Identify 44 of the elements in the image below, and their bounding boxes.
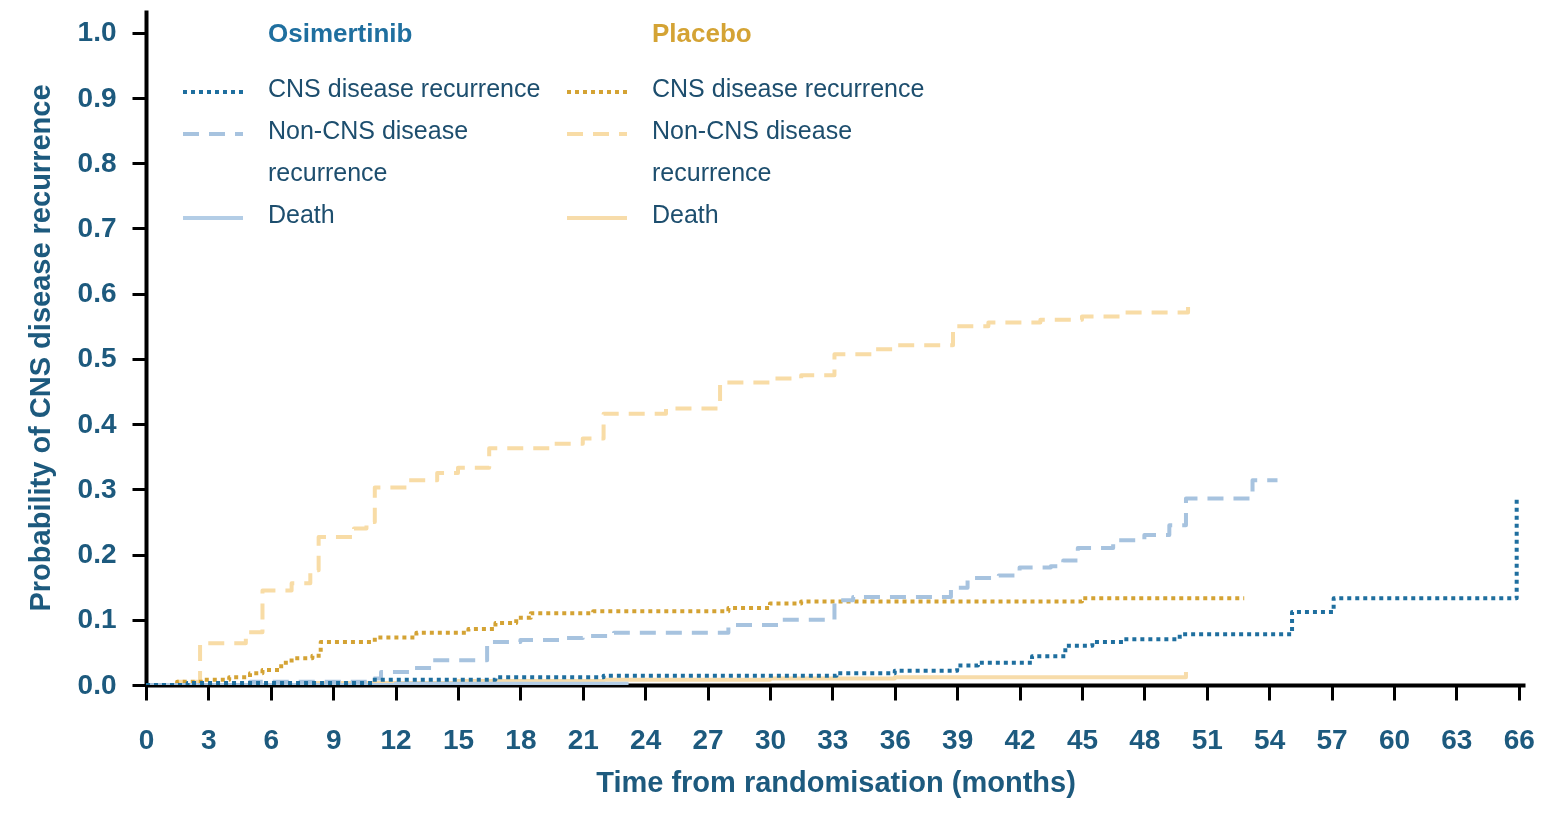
legend-label: CNS disease recurrence — [268, 74, 541, 102]
legend-label: Non-CNS disease recurrence — [652, 116, 853, 186]
x-tick-label: 63 — [1441, 723, 1473, 755]
x-tick-label: 15 — [442, 723, 475, 755]
x-tick-label: 33 — [817, 723, 849, 755]
x-tick-label: 36 — [879, 723, 911, 755]
x-tick-label: 57 — [1316, 723, 1348, 755]
x-tick-label: 48 — [1129, 723, 1161, 755]
x-tick-label: 3 — [201, 723, 217, 755]
y-tick-label: 0.1 — [77, 603, 117, 635]
x-tick-label: 54 — [1254, 723, 1286, 755]
y-tick-label: 0.2 — [77, 538, 117, 570]
legend-label: CNS disease recurrence — [652, 74, 925, 102]
y-tick-label: 0.9 — [77, 81, 117, 113]
y-tick-label: 1.0 — [77, 16, 117, 48]
x-tick-label: 24 — [630, 723, 662, 755]
x-tick-label: 42 — [1004, 723, 1036, 755]
x-tick-label: 9 — [325, 723, 342, 755]
legend-label: Death — [652, 200, 719, 228]
x-tick-label: 0 — [138, 723, 155, 755]
legend-label: Non-CNS disease recurrence — [268, 116, 469, 186]
x-tick-label: 39 — [942, 723, 974, 755]
x-tick-label: 51 — [1191, 723, 1223, 755]
y-tick-label: 0.5 — [77, 342, 117, 374]
y-axis-title: Probability of CNS disease recurrence — [23, 84, 56, 612]
x-tick-label: 6 — [263, 723, 280, 755]
x-tick-label: 18 — [505, 723, 537, 755]
x-tick-label: 21 — [567, 723, 599, 755]
x-tick-label: 27 — [692, 723, 724, 755]
x-tick-label: 60 — [1378, 723, 1411, 755]
x-tick-label: 12 — [380, 723, 412, 755]
y-tick-label: 0.0 — [77, 668, 117, 700]
y-tick-label: 0.4 — [77, 407, 117, 439]
y-tick-label: 0.3 — [77, 472, 117, 504]
x-tick-label: 66 — [1503, 723, 1535, 755]
legend-label: Death — [268, 200, 335, 228]
y-tick-label: 0.8 — [77, 146, 117, 178]
x-axis-title: Time from randomisation (months) — [596, 765, 1076, 798]
y-tick-label: 0.7 — [77, 211, 117, 243]
y-tick-label: 0.6 — [77, 277, 117, 309]
x-tick-label: 45 — [1066, 723, 1099, 755]
annotation: Placebo — [652, 18, 752, 48]
x-tick-label: 30 — [754, 723, 787, 755]
annotation: Osimertinib — [268, 18, 413, 48]
